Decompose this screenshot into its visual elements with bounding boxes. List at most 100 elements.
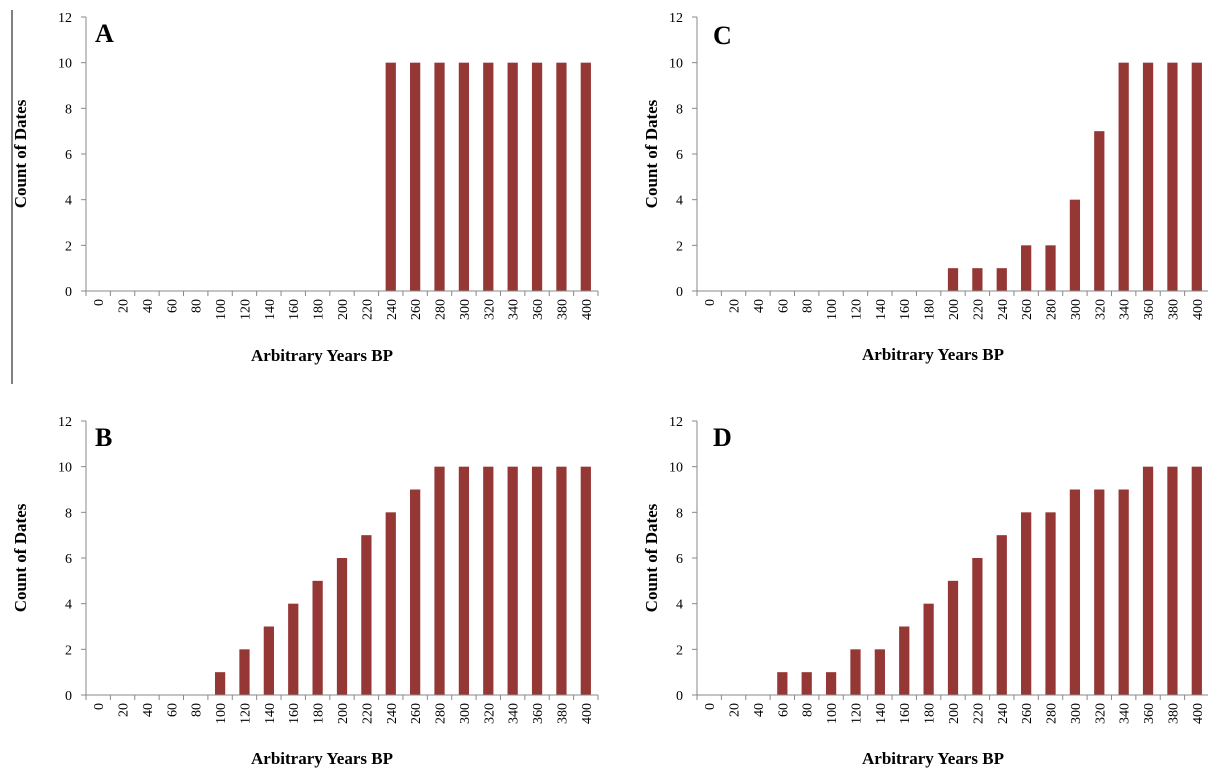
x-tick-label: 280: [434, 299, 449, 320]
y-tick-label: 12: [669, 415, 683, 430]
bar: [1142, 466, 1154, 695]
y-tick-label: 0: [65, 689, 72, 704]
y-tick-label: 2: [65, 643, 72, 658]
x-tick-label: 200: [336, 299, 351, 320]
bar: [531, 62, 543, 291]
x-tick-label: 340: [1118, 299, 1133, 320]
bar: [1021, 245, 1032, 291]
x-tick-label: 380: [555, 299, 570, 320]
x-tick-label: 340: [507, 299, 522, 320]
panel-label: D: [713, 423, 732, 452]
x-tick-label: 400: [1191, 703, 1206, 724]
bar: [1191, 466, 1202, 695]
x-tick-label: 200: [947, 703, 962, 724]
bar: [1094, 131, 1105, 291]
y-tick-label: 12: [58, 415, 72, 430]
x-tick-label: 100: [214, 299, 229, 320]
y-tick-label: 4: [65, 194, 72, 209]
y-tick-label: 4: [65, 598, 72, 613]
bar: [1142, 62, 1154, 291]
y-tick-label: 10: [669, 57, 683, 72]
x-tick-label: 60: [776, 299, 791, 313]
bar: [996, 268, 1007, 291]
y-tick-label: 10: [669, 461, 683, 476]
x-tick-label: 380: [1166, 703, 1181, 724]
x-tick-label: 160: [898, 703, 913, 724]
bar: [410, 62, 421, 291]
x-tick-label: 260: [409, 703, 424, 724]
x-tick-label: 320: [482, 299, 497, 320]
x-tick-label: 240: [385, 299, 400, 320]
x-tick-label: 0: [703, 299, 718, 306]
y-tick-label: 2: [65, 239, 72, 254]
bar: [458, 466, 470, 695]
panel-label: B: [95, 423, 112, 452]
bar: [1167, 466, 1178, 695]
x-tick-label: 140: [263, 299, 278, 320]
y-tick-label: 6: [65, 148, 72, 163]
x-tick-label: 160: [287, 703, 302, 724]
y-axis-title: Count of Dates: [11, 99, 30, 208]
x-tick-label: 20: [728, 299, 743, 313]
bar: [507, 466, 518, 695]
x-tick-label: 400: [580, 299, 595, 320]
y-tick-label: 6: [676, 552, 683, 567]
x-tick-label: 40: [752, 299, 767, 313]
x-tick-label: 360: [531, 703, 546, 724]
y-axis-title: Count of Dates: [642, 503, 661, 612]
x-tick-label: 300: [458, 703, 473, 724]
x-tick-label: 200: [947, 299, 962, 320]
y-tick-label: 6: [676, 148, 683, 163]
y-tick-label: 8: [65, 102, 72, 117]
x-tick-label: 80: [190, 703, 205, 717]
bar: [777, 672, 788, 695]
bar: [483, 466, 494, 695]
x-tick-label: 180: [923, 703, 938, 724]
x-tick-label: 100: [825, 703, 840, 724]
bar: [336, 558, 348, 695]
bar: [556, 62, 567, 291]
x-tick-label: 180: [312, 703, 327, 724]
bar: [923, 603, 934, 695]
x-tick-label: 360: [1142, 703, 1157, 724]
x-tick-label: 140: [874, 703, 889, 724]
x-tick-label: 120: [238, 703, 253, 724]
x-tick-label: 80: [801, 299, 816, 313]
bar: [263, 626, 274, 695]
bar: [1069, 199, 1081, 291]
x-tick-label: 380: [1166, 299, 1181, 320]
x-tick-label: 280: [1045, 703, 1060, 724]
bar: [434, 62, 445, 291]
x-axis-title: Arbitrary Years BP: [251, 749, 393, 768]
y-tick-label: 2: [676, 239, 683, 254]
x-tick-label: 240: [996, 299, 1011, 320]
x-tick-label: 220: [971, 703, 986, 724]
bar: [825, 672, 837, 695]
y-tick-label: 4: [676, 194, 683, 209]
x-tick-label: 340: [507, 703, 522, 724]
x-tick-label: 120: [849, 299, 864, 320]
y-axis-title: Count of Dates: [642, 99, 661, 208]
x-tick-label: 160: [898, 299, 913, 320]
y-tick-label: 2: [676, 643, 683, 658]
bar: [972, 268, 983, 291]
bar: [410, 489, 421, 695]
x-axis-title: Arbitrary Years BP: [251, 346, 393, 365]
bar: [1167, 62, 1178, 291]
x-tick-label: 300: [458, 299, 473, 320]
x-tick-label: 240: [385, 703, 400, 724]
x-tick-label: 300: [1069, 299, 1084, 320]
y-tick-label: 4: [676, 598, 683, 613]
x-tick-label: 60: [165, 703, 180, 717]
x-tick-label: 220: [360, 299, 375, 320]
bar: [1118, 62, 1129, 291]
x-tick-label: 180: [923, 299, 938, 320]
bar: [580, 466, 591, 695]
x-tick-label: 400: [580, 703, 595, 724]
x-tick-label: 20: [728, 703, 743, 717]
x-tick-label: 160: [287, 299, 302, 320]
